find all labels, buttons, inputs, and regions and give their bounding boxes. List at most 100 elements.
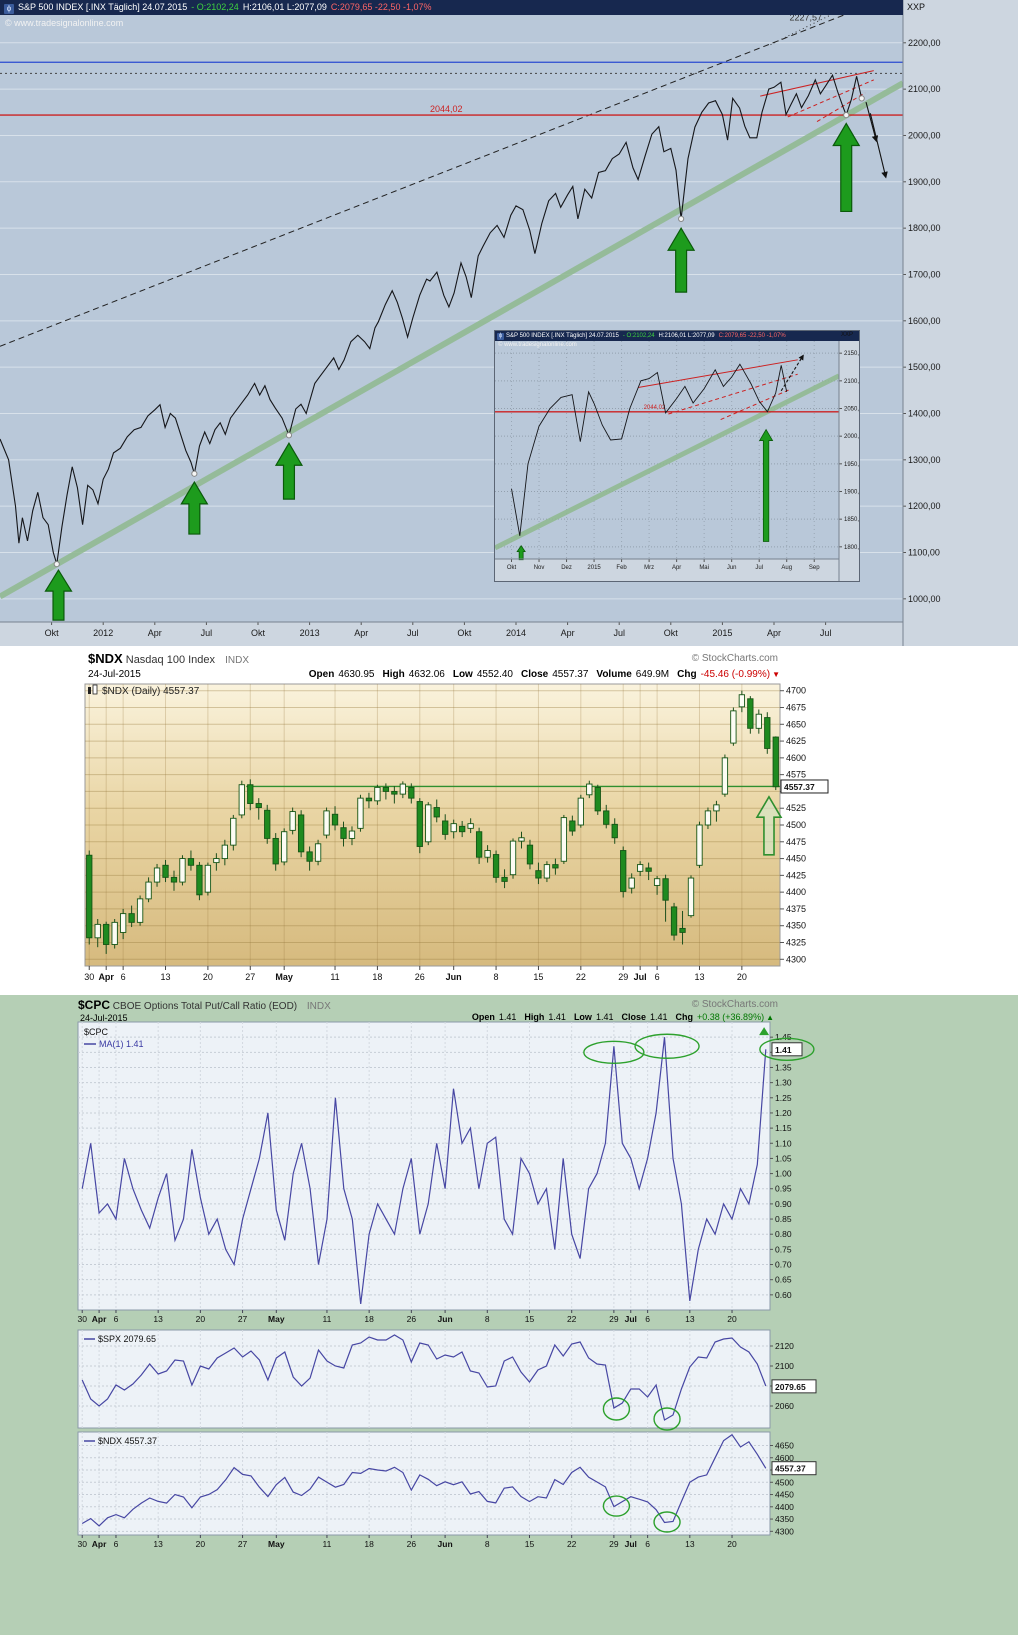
svg-text:Jul: Jul xyxy=(625,1539,637,1549)
ndx-chart-panel: 4700 4675 4650 4625 4600 4575 4525 4500 4475 4450… xyxy=(0,646,1018,995)
svg-text:Jun: Jun xyxy=(438,1539,453,1549)
svg-text:Jun: Jun xyxy=(727,565,737,571)
close-value: 4557.37 xyxy=(552,669,589,680)
close-label: Close xyxy=(521,669,549,680)
svg-text:2000,00: 2000,00 xyxy=(844,434,859,440)
svg-text:Apr: Apr xyxy=(561,628,575,638)
cpc-chart-canvas: 1.45 1.35 1.30 1.25 1.20 1.15 1.10 1.05 1.00 0.95… xyxy=(77,1021,817,1549)
svg-text:1.25: 1.25 xyxy=(775,1093,792,1103)
svg-text:Jul: Jul xyxy=(613,628,625,638)
svg-text:15: 15 xyxy=(533,972,543,982)
svg-text:2013: 2013 xyxy=(300,628,320,638)
instrument-icon: ϕ xyxy=(497,333,504,340)
svg-text:20: 20 xyxy=(727,1539,737,1549)
svg-text:2100,00: 2100,00 xyxy=(908,84,941,94)
svg-text:May: May xyxy=(275,972,293,982)
svg-text:Dez: Dez xyxy=(561,565,572,571)
sp500-inset-open: - O:2102,24 xyxy=(622,333,655,339)
svg-text:$NDX (Daily) 4557.37: $NDX (Daily) 4557.37 xyxy=(102,686,200,697)
svg-text:Mrz: Mrz xyxy=(644,565,654,571)
svg-text:2060: 2060 xyxy=(775,1401,794,1411)
svg-text:2100: 2100 xyxy=(775,1361,794,1371)
cpc-ohlc-row: Open 1.41 High 1.41 Low 1.41 Close 1.41 Chg +0.38… xyxy=(472,1012,774,1022)
svg-text:4300: 4300 xyxy=(775,1526,794,1536)
svg-text:1950,00: 1950,00 xyxy=(844,462,859,468)
svg-text:4600: 4600 xyxy=(775,1453,794,1463)
svg-text:0.85: 0.85 xyxy=(775,1214,792,1224)
up-arrow-icon: ▲ xyxy=(766,1013,774,1022)
svg-text:30: 30 xyxy=(77,1314,87,1324)
svg-text:1800,00: 1800,00 xyxy=(844,545,859,551)
svg-text:6: 6 xyxy=(121,972,126,982)
svg-text:1.20: 1.20 xyxy=(775,1108,792,1118)
cpc-name: CBOE Options Total Put/Call Ratio (EOD) xyxy=(112,1001,298,1012)
cpc-chart-panel: 1.45 1.35 1.30 1.25 1.20 1.15 1.10 1.05 1.00 0.95… xyxy=(0,995,1018,1635)
ndx-ohlc-row: Open 4630.95 High 4632.06 Low 4552.40 Close 455… xyxy=(309,669,780,680)
close-value: 1.41 xyxy=(649,1012,668,1022)
svg-text:2014: 2014 xyxy=(506,628,526,638)
svg-text:13: 13 xyxy=(153,1314,163,1324)
svg-text:Apr: Apr xyxy=(672,565,681,571)
svg-text:Jul: Jul xyxy=(820,628,832,638)
svg-text:20: 20 xyxy=(727,1314,737,1324)
svg-text:2150,00: 2150,00 xyxy=(844,351,859,357)
svg-text:27: 27 xyxy=(245,972,255,982)
low-value: 1.41 xyxy=(595,1012,614,1022)
volume-value: 649.9M xyxy=(635,669,670,680)
svg-text:Okt: Okt xyxy=(45,628,60,638)
svg-text:4475: 4475 xyxy=(786,837,806,847)
svg-text:26: 26 xyxy=(415,972,425,982)
ndx-symbol: $NDX xyxy=(88,651,123,666)
svg-text:0.65: 0.65 xyxy=(775,1275,792,1285)
svg-text:8: 8 xyxy=(494,972,499,982)
svg-text:$NDX 4557.37: $NDX 4557.37 xyxy=(98,1436,157,1446)
svg-text:Apr: Apr xyxy=(767,628,781,638)
svg-text:Apr: Apr xyxy=(354,628,368,638)
svg-text:11: 11 xyxy=(323,1539,332,1549)
chg-value: +0.38 (+36.89%) xyxy=(697,1012,765,1022)
svg-text:1400,00: 1400,00 xyxy=(908,408,941,418)
sp500-title: S&P 500 INDEX [.INX Täglich] 24.07.2015 xyxy=(18,2,188,12)
svg-text:Jul: Jul xyxy=(634,972,647,982)
svg-text:4700: 4700 xyxy=(786,686,806,696)
svg-text:Jun: Jun xyxy=(438,1314,453,1324)
ndx-chart-canvas: 4700 4675 4650 4625 4600 4575 4525 4500 4475 4450… xyxy=(84,683,829,982)
svg-text:6: 6 xyxy=(655,972,660,982)
svg-text:Jul: Jul xyxy=(625,1314,637,1324)
svg-text:0.75: 0.75 xyxy=(775,1244,792,1254)
svg-text:2015: 2015 xyxy=(712,628,732,638)
svg-text:26: 26 xyxy=(407,1314,417,1324)
svg-text:4675: 4675 xyxy=(786,703,806,713)
svg-text:20: 20 xyxy=(737,972,747,982)
svg-text:4425: 4425 xyxy=(786,870,806,880)
svg-text:0.80: 0.80 xyxy=(775,1229,792,1239)
svg-text:8: 8 xyxy=(485,1539,490,1549)
svg-text:1.05: 1.05 xyxy=(775,1153,792,1163)
down-arrow-icon: ▼ xyxy=(772,670,780,679)
svg-text:1900,00: 1900,00 xyxy=(908,177,941,187)
sp500-inset-title: S&P 500 INDEX [.INX Täglich] 24.07.2015 xyxy=(506,333,619,339)
svg-text:6: 6 xyxy=(114,1539,119,1549)
svg-text:4650: 4650 xyxy=(775,1440,794,1450)
open-label: Open xyxy=(308,669,335,680)
svg-text:Jun: Jun xyxy=(446,972,462,982)
sp500-inset-titlebar: ϕ S&P 500 INDEX [.INX Täglich] 24.07.2015… xyxy=(495,331,859,341)
svg-text:4625: 4625 xyxy=(786,736,806,746)
low-label: Low xyxy=(452,669,473,680)
svg-text:1900,00: 1900,00 xyxy=(844,489,859,495)
svg-text:May: May xyxy=(268,1539,285,1549)
svg-text:2079.65: 2079.65 xyxy=(775,1382,806,1392)
stockcharts-copyright: © StockCharts.com xyxy=(691,999,778,1010)
svg-text:Jul: Jul xyxy=(755,565,763,571)
sp500-inset-high-low: H:2106,01 L:2077,09 xyxy=(658,333,715,339)
chg-value: -45.46 (-0.99%) xyxy=(700,669,771,680)
svg-text:2012: 2012 xyxy=(93,628,113,638)
svg-text:4600: 4600 xyxy=(786,753,806,763)
cpc-date: 24-Jul-2015 xyxy=(80,1013,128,1023)
svg-text:4500: 4500 xyxy=(786,820,806,830)
svg-text:27: 27 xyxy=(238,1539,248,1549)
svg-text:4450: 4450 xyxy=(786,854,806,864)
svg-text:Mai: Mai xyxy=(699,565,709,571)
svg-text:Apr: Apr xyxy=(98,972,114,982)
